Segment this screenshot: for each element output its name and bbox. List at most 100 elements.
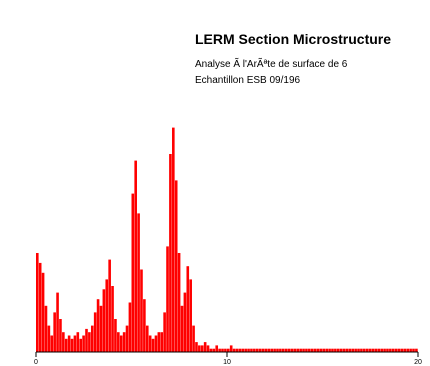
spectrum-bar xyxy=(270,348,274,352)
spectrum-bar xyxy=(334,348,337,352)
chart-subtitle-line-2: Echantillon ESB 09/196 xyxy=(195,75,301,86)
x-tick-label: 10 xyxy=(223,359,231,366)
spectrum-bar xyxy=(287,348,291,352)
spectrum-bar xyxy=(244,348,247,352)
plot-area: 0 10 20 xyxy=(34,127,422,366)
spectrum-bar xyxy=(397,348,401,352)
spectrum-bar xyxy=(157,332,161,352)
spectrum-bar xyxy=(192,325,195,352)
spectrum-bar xyxy=(102,289,106,352)
spectrum-bar xyxy=(177,253,181,352)
spectrum-bar xyxy=(198,345,201,352)
spectrum-bar xyxy=(284,348,288,352)
spectrum-bar xyxy=(302,348,305,352)
spectrum-bars xyxy=(36,127,418,352)
spectrum-bar xyxy=(119,335,123,352)
spectrum-bar xyxy=(56,292,59,352)
spectrum-bar xyxy=(328,348,331,352)
spectrum-bar xyxy=(166,246,169,352)
spectrum-bar xyxy=(290,348,294,352)
spectrum-bar xyxy=(319,348,323,352)
chart-subtitle-line-1: Analyse Ã l'ArÃªte de surface de 6 xyxy=(195,57,348,70)
spectrum-bar xyxy=(409,348,412,352)
spectrum-bar xyxy=(134,160,137,352)
spectrum-bar xyxy=(258,348,262,352)
spectrum-bar xyxy=(253,348,256,352)
spectrum-bar xyxy=(148,335,152,352)
spectrum-bar xyxy=(50,335,54,352)
spectrum-bar xyxy=(47,325,51,352)
spectrum-bar xyxy=(360,348,363,352)
spectrum-bar xyxy=(206,345,210,352)
spectrum-bar xyxy=(255,348,259,352)
spectrum-bar xyxy=(221,348,224,352)
spectrum-bar xyxy=(174,180,178,352)
spectrum-bar xyxy=(342,348,346,352)
spectrum-bar xyxy=(172,127,175,352)
spectrum-bar xyxy=(339,348,343,352)
spectrum-bar xyxy=(218,348,221,352)
spectrum-bar xyxy=(325,348,328,352)
spectrum-bar xyxy=(371,348,375,352)
spectrum-bar xyxy=(203,342,207,352)
spectrum-bar xyxy=(313,348,317,352)
spectrum-bar xyxy=(143,299,146,352)
spectrum-bar xyxy=(227,348,230,352)
spectrum-bar xyxy=(99,305,103,352)
spectrum-bar xyxy=(374,348,378,352)
spectrum-bar xyxy=(386,348,389,352)
spectrum-bar xyxy=(391,348,395,352)
spectrum-bar xyxy=(331,348,334,352)
spectrum-bar xyxy=(88,332,91,352)
spectrum-bar xyxy=(137,213,140,352)
spectrum-bar xyxy=(415,348,418,352)
spectrum-bar xyxy=(365,348,369,352)
spectrum-bar xyxy=(377,348,381,352)
x-tick-label: 0 xyxy=(34,359,38,366)
spectrum-bar xyxy=(93,312,97,352)
spectrum-bar xyxy=(85,328,88,352)
spectrum-bar xyxy=(232,348,236,352)
spectrum-bar xyxy=(383,348,386,352)
spectrum-bar xyxy=(279,348,282,352)
x-axis-ticks: 0 10 20 xyxy=(34,352,422,366)
spectrum-bar xyxy=(212,348,216,352)
spectrum-bar xyxy=(308,348,311,352)
spectrum-bar xyxy=(281,348,285,352)
spectrum-bar xyxy=(125,325,129,352)
spectrum-bar xyxy=(305,348,308,352)
spectrum-bar xyxy=(357,348,360,352)
spectrum-bar xyxy=(316,348,320,352)
spectrum-bar xyxy=(163,312,166,352)
spectrum-bar xyxy=(368,348,372,352)
spectrum-bar xyxy=(76,332,80,352)
spectrum-bar xyxy=(224,348,227,352)
spectrum-bar xyxy=(406,348,410,352)
spectrum-bar xyxy=(247,348,250,352)
spectrum-bar xyxy=(41,272,45,352)
spectrum-bar xyxy=(53,312,56,352)
spectrum-bar xyxy=(394,348,398,352)
spectrum-bar xyxy=(38,262,42,352)
spectrum-bar xyxy=(96,299,100,352)
spectrum-bar xyxy=(296,348,300,352)
spectrum-bar xyxy=(264,348,268,352)
spectrum-bar xyxy=(105,279,109,352)
spectrum-bar xyxy=(59,319,62,352)
spectrum-bar xyxy=(169,154,172,352)
chart-title: LERM Section Microstructure xyxy=(195,31,391,47)
spectrum-bar xyxy=(380,348,383,352)
spectrum-bar xyxy=(322,348,326,352)
spectrum-bar xyxy=(229,345,233,352)
spectrum-bar xyxy=(403,348,407,352)
spectrum-bar xyxy=(351,348,355,352)
spectrum-bar xyxy=(67,335,71,352)
spectrum-bar xyxy=(293,348,297,352)
spectrum-bar xyxy=(160,332,164,352)
spectrum-bar xyxy=(154,335,158,352)
spectrum-bar xyxy=(82,335,85,352)
spectrum-bar xyxy=(200,345,204,352)
spectrum-bar xyxy=(273,348,276,352)
spectrum-bar xyxy=(238,348,242,352)
